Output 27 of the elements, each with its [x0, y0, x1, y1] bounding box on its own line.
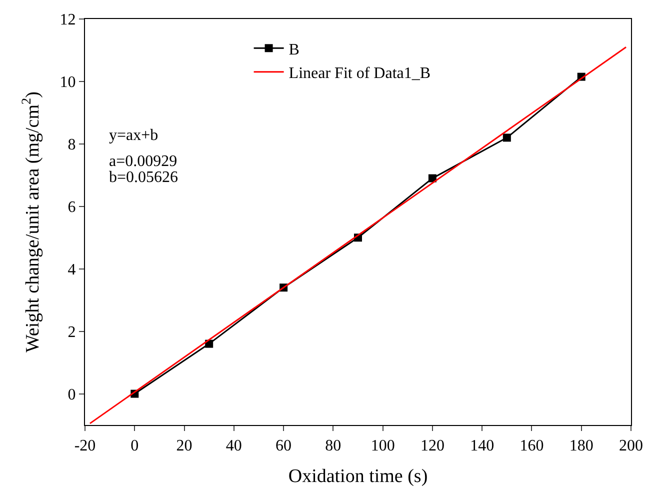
y-tick-label: 10 — [60, 74, 76, 92]
x-tick-label: 20 — [176, 437, 192, 454]
y-tick-label: 6 — [68, 198, 76, 216]
x-tick-label: 160 — [520, 437, 544, 454]
x-tick-label: 180 — [569, 437, 594, 454]
x-tick-label: -20 — [74, 437, 96, 454]
x-tick-label: 0 — [130, 437, 139, 454]
y-tick-label: 4 — [68, 261, 76, 278]
y-tick-label: 8 — [68, 136, 76, 154]
x-tick-label: 100 — [370, 437, 395, 454]
x-tick-label: 120 — [420, 437, 444, 454]
annotation: y=ax+b — [109, 127, 158, 144]
y-tick-label: 2 — [68, 324, 76, 341]
annotation: b=0.05626 — [109, 169, 178, 186]
x-tick-label: 40 — [226, 437, 242, 454]
legend-label: B — [288, 41, 300, 58]
y-tick-label: 0 — [68, 386, 76, 404]
annotation: a=0.00929 — [109, 153, 178, 170]
x-tick-label: 200 — [619, 437, 643, 454]
x-tick-label: 80 — [325, 437, 342, 454]
point — [428, 174, 436, 182]
x-axis-title: Oxidation time (s) — [288, 466, 428, 488]
x-tick-label: 60 — [276, 437, 292, 454]
point — [502, 134, 511, 142]
y-tick-label: 12 — [60, 12, 76, 29]
legend-label: Linear Fit of Data1_B — [288, 65, 431, 82]
x-tick-label: 140 — [470, 437, 494, 454]
